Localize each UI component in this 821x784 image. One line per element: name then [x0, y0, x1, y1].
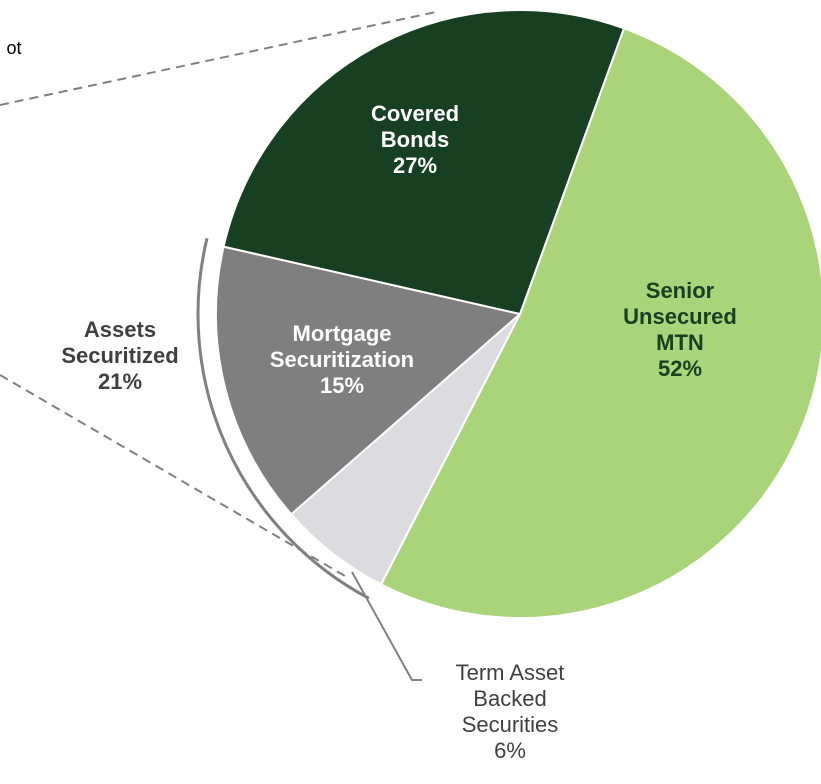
- category-label: Term Asset Backed Securities: [455, 660, 565, 737]
- category-label: Mortgage Securitization: [269, 321, 415, 372]
- value-label: 15%: [319, 373, 365, 398]
- value-label: 6%: [494, 738, 526, 763]
- pie-slice: [379, 27, 821, 619]
- pie-slice: [222, 9, 626, 316]
- category-label: Covered Bonds: [370, 101, 460, 152]
- slice-label: Covered Bonds 27%: [355, 101, 475, 179]
- slice-label: Senior Unsecured MTN 52%: [605, 278, 755, 382]
- value-label: 27%: [392, 153, 438, 178]
- category-label: Senior Unsecured MTN: [623, 278, 737, 355]
- annotation: ot: [6, 38, 22, 58]
- slice-label: Mortgage Securitization 15%: [242, 321, 442, 399]
- value-label: 52%: [657, 356, 703, 381]
- zoom-line: [0, 374, 346, 577]
- group-name: Assets Securitized: [61, 317, 179, 368]
- group-label: Assets Securitized 21%: [45, 317, 195, 395]
- group-bracket: [196, 237, 370, 600]
- pie-slice: [215, 245, 523, 516]
- group-value: 21%: [97, 369, 143, 394]
- slice-label: Term Asset Backed Securities 6%: [425, 660, 595, 764]
- leader-line: [351, 571, 422, 681]
